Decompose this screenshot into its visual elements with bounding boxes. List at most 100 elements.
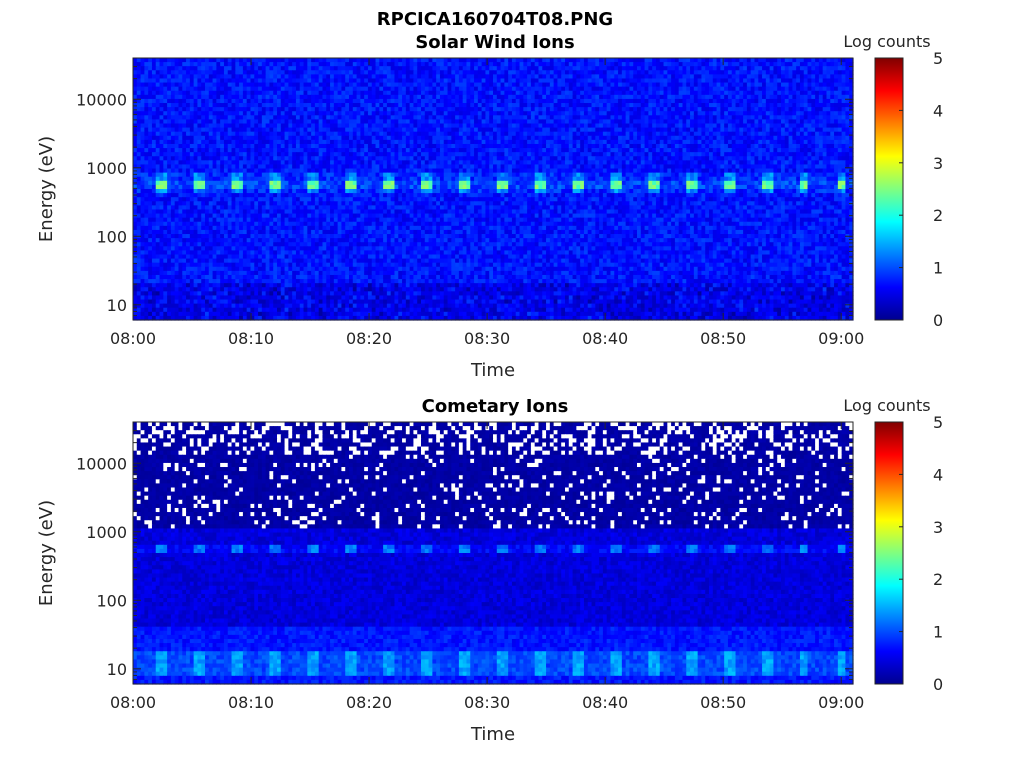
spectrogram-cell [349, 87, 353, 92]
spectrogram-cell [315, 124, 319, 129]
spectrogram-cell [595, 91, 599, 96]
spectrogram-cell [220, 83, 224, 88]
spectrogram-cell [341, 124, 345, 129]
spectrogram-cell [800, 58, 804, 63]
spectrogram-cell [777, 66, 781, 71]
spectrogram-cell [701, 148, 705, 153]
spectrogram-cell [232, 164, 236, 169]
spectrogram-cell [368, 99, 372, 104]
spectrogram-cell [645, 136, 649, 141]
spectrogram-cell [686, 83, 690, 88]
spectrogram-cell [300, 91, 304, 96]
spectrogram-cell [523, 74, 527, 79]
spectrogram-cell [413, 132, 417, 137]
spectrogram-cell [743, 144, 747, 149]
spectrogram-cell [618, 99, 622, 104]
spectrogram-cell [402, 132, 406, 137]
spectrogram-cell [792, 99, 796, 104]
spectrogram-cell [197, 87, 201, 92]
spectrogram-cell [766, 91, 770, 96]
spectrogram-cell [383, 99, 387, 104]
spectrogram-cell [338, 107, 342, 112]
spectrogram-cell [474, 152, 478, 157]
spectrogram-cell [796, 91, 800, 96]
spectrogram-cell [448, 62, 452, 67]
spectrogram-cell [580, 66, 584, 71]
spectrogram-cell [838, 95, 842, 100]
spectrogram-cell [652, 66, 656, 71]
spectrogram-cell [394, 91, 398, 96]
spectrogram-cell [224, 70, 228, 75]
spectrogram-cell [463, 111, 467, 116]
spectrogram-cell [781, 124, 785, 129]
spectrogram-cell [288, 99, 292, 104]
spectrogram-cell [360, 111, 364, 116]
spectrogram-cell [144, 152, 148, 157]
spectrogram-cell [736, 78, 740, 83]
spectrogram-cell [243, 148, 247, 153]
spectrogram-cell [254, 136, 258, 141]
spectrogram-cell [739, 87, 743, 92]
spectrogram-cell [758, 62, 762, 67]
spectrogram-cell [148, 132, 152, 137]
spectrogram-cell [402, 66, 406, 71]
spectrogram-cell [334, 66, 338, 71]
spectrogram-cell [186, 140, 190, 145]
spectrogram-cell [626, 119, 630, 124]
spectrogram-cell [781, 144, 785, 149]
spectrogram-cell [675, 66, 679, 71]
spectrogram-cell [599, 144, 603, 149]
spectrogram-cell [372, 62, 376, 67]
spectrogram-cell [489, 148, 493, 153]
spectrogram-cell [224, 115, 228, 120]
spectrogram-cell [652, 132, 656, 137]
spectrogram-cell [629, 66, 633, 71]
spectrogram-cell [133, 83, 137, 88]
spectrogram-cell [209, 95, 213, 100]
spectrogram-cell [285, 128, 289, 133]
spectrogram-cell [667, 156, 671, 161]
spectrogram-cell [364, 124, 368, 129]
spectrogram-cell [535, 87, 539, 92]
spectrogram-cell [307, 144, 311, 149]
spectrogram-cell [478, 132, 482, 137]
spectrogram-cell [273, 156, 277, 161]
spectrogram-cell [213, 111, 217, 116]
spectrogram-cell [345, 103, 349, 108]
spectrogram-cell [152, 95, 156, 100]
spectrogram-cell [754, 156, 758, 161]
spectrogram-cell [232, 83, 236, 88]
spectrogram-cell [163, 95, 167, 100]
spectrogram-cell [826, 74, 830, 79]
spectrogram-cell [584, 128, 588, 133]
spectrogram-cell [235, 148, 239, 153]
spectrogram-cell [190, 164, 194, 169]
spectrogram-cell [732, 62, 736, 67]
spectrogram-cell [281, 160, 285, 165]
spectrogram-cell [372, 91, 376, 96]
spectrogram-cell [682, 83, 686, 88]
spectrogram-cell [648, 74, 652, 79]
spectrogram-cell [629, 148, 633, 153]
spectrogram-cell [444, 103, 448, 108]
spectrogram-cell [220, 164, 224, 169]
spectrogram-cell [269, 91, 273, 96]
spectrogram-cell [349, 74, 353, 79]
spectrogram-cell [690, 160, 694, 165]
spectrogram-cell [485, 119, 489, 124]
spectrogram-cell [451, 144, 455, 149]
spectrogram-cell [603, 107, 607, 112]
spectrogram-cell [709, 66, 713, 71]
spectrogram-cell [277, 111, 281, 116]
spectrogram-cell [527, 156, 531, 161]
spectrogram-cell [315, 111, 319, 116]
spectrogram-cell [341, 115, 345, 120]
spectrogram-cell [777, 62, 781, 67]
spectrogram-cell [466, 66, 470, 71]
spectrogram-cell [550, 144, 554, 149]
spectrogram-cell [773, 132, 777, 137]
spectrogram-cell [190, 103, 194, 108]
spectrogram-cell [728, 152, 732, 157]
spectrogram-cell [804, 103, 808, 108]
spectrogram-cell [243, 144, 247, 149]
